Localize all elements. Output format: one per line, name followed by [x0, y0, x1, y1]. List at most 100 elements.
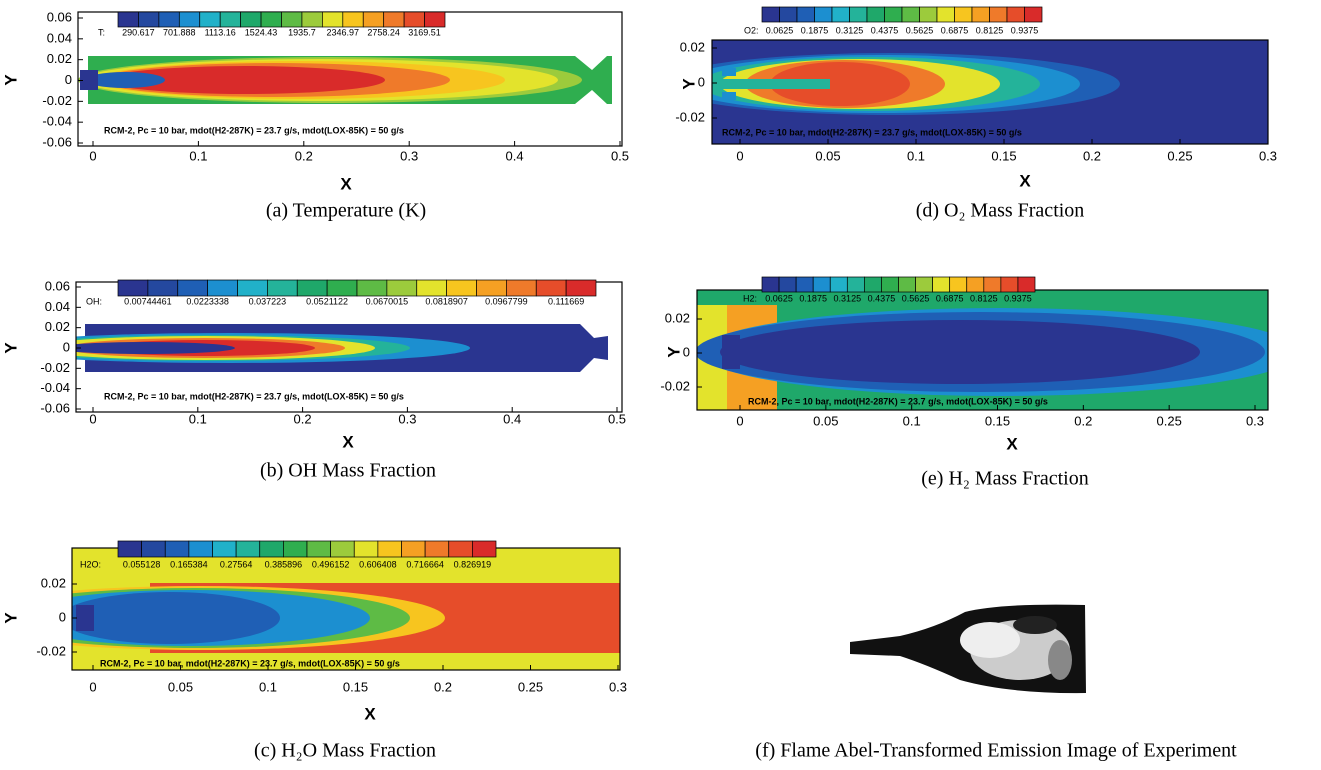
colorbar-cell [864, 277, 881, 292]
colorbar-tick-label: 290.617 [122, 27, 155, 37]
colorbar-cell [447, 280, 477, 296]
y-tick-label: 0 [65, 72, 72, 87]
colorbar-cell [472, 541, 496, 557]
colorbar-cell [343, 12, 363, 27]
colorbar-tick-label: 0.055128 [123, 559, 161, 569]
caption: (c) H₂O Mass Fraction [254, 740, 436, 762]
x-tick-label: 0 [736, 148, 743, 163]
colorbar-tick-label: 0.27564 [220, 559, 253, 569]
contour-band [722, 92, 736, 100]
colorbar-cell [850, 7, 868, 22]
colorbar-cell [797, 7, 815, 22]
x-axis-label: X [364, 704, 376, 723]
colorbar-cell [990, 7, 1008, 22]
colorbar-cell [1025, 7, 1043, 22]
colorbar-label: OH: [86, 296, 102, 306]
x-axis-label: X [342, 432, 354, 451]
contour-band [76, 605, 94, 631]
colorbar-cell [159, 12, 179, 27]
colorbar-cell [118, 12, 138, 27]
colorbar-cell [282, 12, 302, 27]
x-tick-label: 0 [89, 148, 96, 163]
y-tick-label: 0 [59, 609, 66, 624]
y-tick-label: 0.02 [47, 51, 72, 66]
x-tick-label: 0.4 [503, 411, 521, 426]
colorbar-tick-label: 0.0967799 [485, 296, 528, 306]
x-tick-label: 0.05 [813, 413, 838, 428]
contour-band [720, 79, 830, 89]
colorbar-cell [813, 277, 830, 292]
figure: 00.10.20.30.40.50.060.040.020-0.02-0.04-… [0, 0, 1321, 770]
colorbar-cell [357, 280, 387, 296]
y-tick-label: 0.02 [665, 310, 690, 325]
contour-band [720, 320, 1200, 384]
colorbar-cell [762, 7, 780, 22]
y-tick-label: 0.02 [41, 575, 66, 590]
colorbar-cell [307, 541, 331, 557]
colorbar-cell [118, 280, 148, 296]
colorbar-cell [178, 280, 208, 296]
x-tick-label: 0.5 [608, 411, 626, 426]
x-tick-label: 0.15 [985, 413, 1010, 428]
annotation: RCM-2, Pc = 10 bar, mdot(H2-287K) = 23.7… [104, 391, 404, 401]
colorbar-cell [322, 12, 342, 27]
colorbar-cell [885, 7, 903, 22]
contour-band [80, 608, 175, 628]
colorbar-cell [148, 280, 178, 296]
colorbar-cell [1018, 277, 1035, 292]
y-tick-label: -0.06 [40, 400, 70, 415]
y-axis-label: Y [664, 346, 683, 358]
y-axis-label: Y [1, 612, 20, 624]
y-axis-label: Y [1, 74, 20, 86]
colorbar-tick-label: 2346.97 [327, 27, 360, 37]
annotation: RCM-2, Pc = 10 bar, mdot(H2-287K) = 23.7… [748, 396, 1048, 406]
y-tick-label: 0.04 [45, 299, 70, 314]
colorbar-cell [984, 277, 1001, 292]
colorbar-cell [142, 541, 166, 557]
colorbar-tick-label: 701.888 [163, 27, 196, 37]
colorbar-cell [815, 7, 833, 22]
x-tick-label: 0.3 [400, 148, 418, 163]
colorbar-cell [425, 541, 449, 557]
colorbar-cell [378, 541, 402, 557]
colorbar-tick-label: 0.5625 [906, 25, 934, 35]
annotation: RCM-2, Pc = 10 bar, mdot(H2-287K) = 23.7… [104, 125, 404, 135]
panel: 00.10.20.30.40.50.060.040.020-0.02-0.04-… [0, 278, 626, 481]
colorbar-label: O2: [744, 25, 759, 35]
colorbar-tick-label: 0.0521122 [306, 296, 348, 306]
colorbar-cell [363, 12, 383, 27]
colorbar-cell [796, 277, 813, 292]
x-tick-label: 0.15 [991, 148, 1016, 163]
colorbar-cell [241, 12, 261, 27]
caption: (a) Temperature (K) [266, 200, 426, 222]
colorbar-cell [402, 541, 426, 557]
colorbar-cell [238, 280, 268, 296]
colorbar-tick-label: 0.9375 [1011, 25, 1039, 35]
colorbar-tick-label: 0.3125 [834, 293, 862, 303]
colorbar-tick-label: 0.3125 [836, 25, 864, 35]
colorbar-cell [213, 541, 237, 557]
caption: (f) Flame Abel-Transformed Emission Imag… [755, 740, 1237, 762]
colorbar-cell [138, 12, 158, 27]
colorbar-tick-label: 0.5625 [902, 293, 930, 303]
y-tick-label: -0.04 [42, 114, 72, 129]
x-tick-label: 0.3 [609, 679, 627, 694]
contour-band [722, 335, 740, 369]
flame-dark [1013, 616, 1057, 634]
y-tick-label: -0.02 [42, 93, 72, 108]
colorbar-cell [967, 277, 984, 292]
colorbar-tick-label: 0.8125 [970, 293, 998, 303]
colorbar-cell [881, 277, 898, 292]
x-tick-label: 0 [736, 413, 743, 428]
colorbar-cell [208, 280, 238, 296]
x-tick-label: 0.25 [1167, 148, 1192, 163]
colorbar-tick-label: 0.6875 [941, 25, 969, 35]
colorbar-cell [260, 541, 284, 557]
x-tick-label: 0.4 [506, 148, 524, 163]
contour-plot [0, 324, 608, 372]
emission-image [850, 605, 1086, 693]
y-tick-label: -0.04 [40, 380, 70, 395]
colorbar-cell [899, 277, 916, 292]
colorbar-tick-label: 0.8125 [976, 25, 1004, 35]
